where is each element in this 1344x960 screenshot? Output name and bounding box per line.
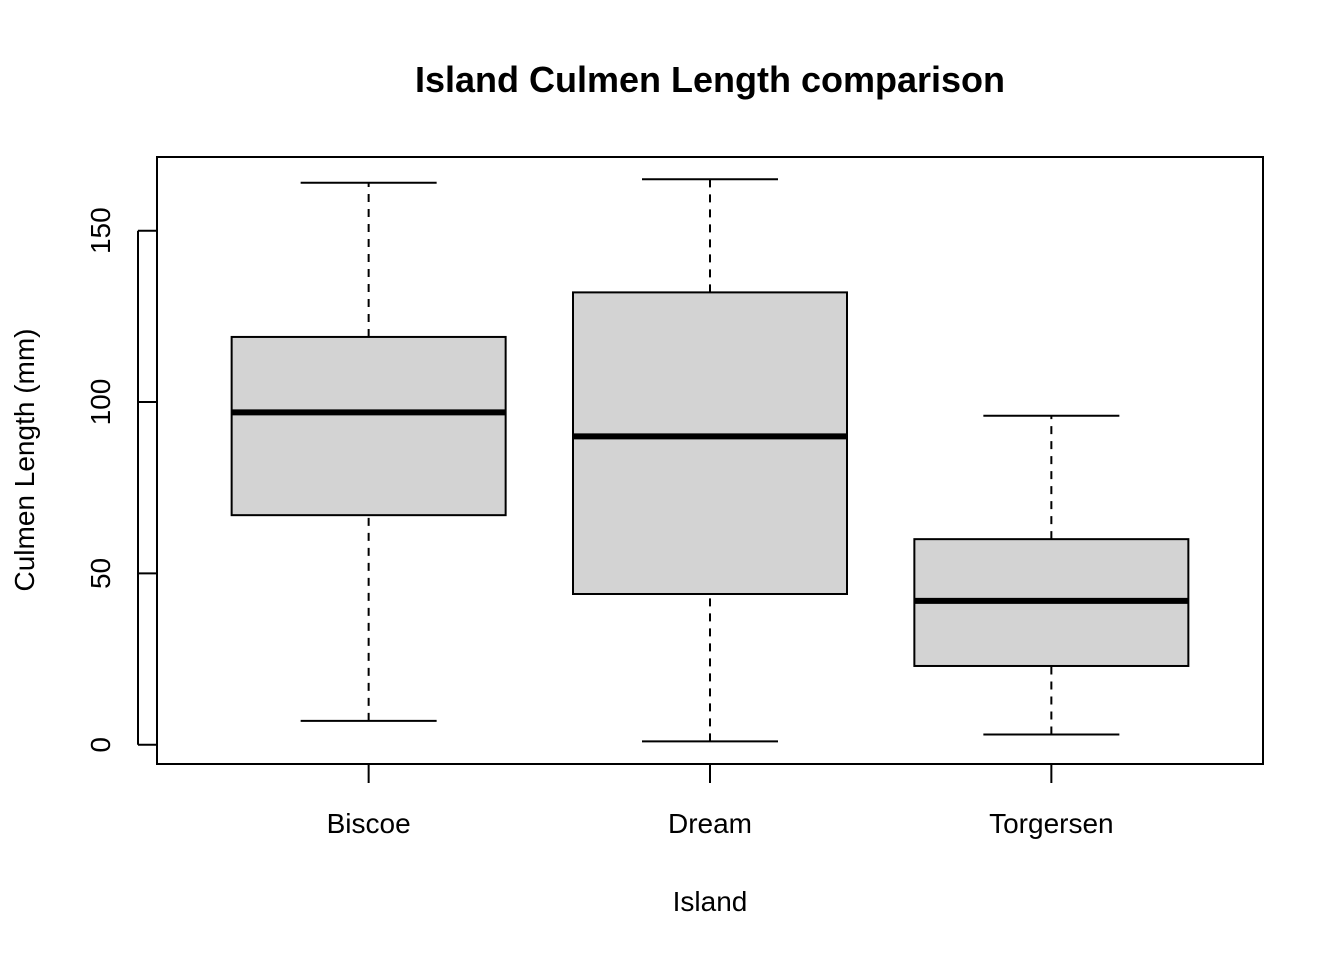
chart-title: Island Culmen Length comparison [415,59,1005,100]
box-dream [572,178,848,743]
y-tick-label-150: 150 [85,207,116,254]
box-biscoe [230,181,507,722]
iqr-box-biscoe [230,335,507,517]
y-tick-label-50: 50 [85,558,116,589]
x-axis-label: Island [673,886,748,917]
y-tick-label-100: 100 [85,379,116,426]
x-tick-label-torgersen: Torgersen [989,808,1114,839]
x-tick-label-dream: Dream [668,808,752,839]
x-tick-label-biscoe: Biscoe [327,808,411,839]
y-axis-label: Culmen Length (mm) [9,329,40,592]
boxes-layer [230,178,1190,743]
x-axis: Biscoe Dream Torgersen [327,764,1114,839]
iqr-box-dream [572,291,848,595]
y-tick-label-0: 0 [85,737,116,753]
y-axis: 0 50 100 150 [85,207,157,753]
box-torgersen [913,414,1190,736]
